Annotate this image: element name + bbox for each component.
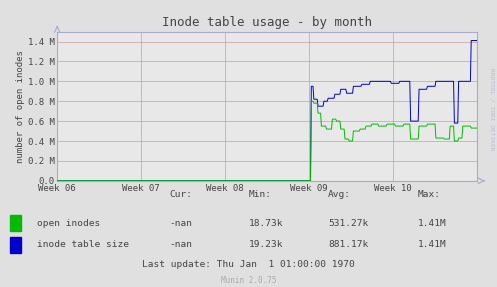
Text: 1.41M: 1.41M (417, 240, 446, 249)
Text: -nan: -nan (169, 219, 192, 228)
Text: Munin 2.0.75: Munin 2.0.75 (221, 276, 276, 285)
Text: 19.23k: 19.23k (248, 240, 283, 249)
Text: Min:: Min: (248, 190, 271, 199)
Text: 881.17k: 881.17k (328, 240, 368, 249)
Text: Cur:: Cur: (169, 190, 192, 199)
Text: Avg:: Avg: (328, 190, 351, 199)
Text: 18.73k: 18.73k (248, 219, 283, 228)
Text: Last update: Thu Jan  1 01:00:00 1970: Last update: Thu Jan 1 01:00:00 1970 (142, 260, 355, 269)
Text: RRDTOOL / TOBI OETIKER: RRDTOOL / TOBI OETIKER (490, 68, 495, 150)
Title: Inode table usage - by month: Inode table usage - by month (162, 16, 372, 29)
Text: Max:: Max: (417, 190, 440, 199)
Text: 1.41M: 1.41M (417, 219, 446, 228)
Text: open inodes: open inodes (37, 219, 100, 228)
Y-axis label: number of open inodes: number of open inodes (16, 50, 25, 163)
Text: -nan: -nan (169, 240, 192, 249)
Text: 531.27k: 531.27k (328, 219, 368, 228)
Text: inode table size: inode table size (37, 240, 129, 249)
